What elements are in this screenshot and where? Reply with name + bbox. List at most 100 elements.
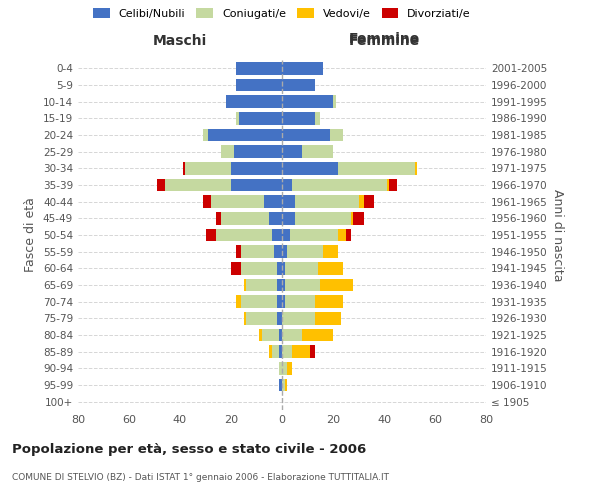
Bar [282,379,284,391]
Bar [280,379,282,391]
Bar [247,312,277,324]
Y-axis label: Fasce di età: Fasce di età [25,198,37,272]
Bar [282,129,331,141]
Bar [274,246,282,258]
Bar [295,196,359,208]
Bar [165,179,231,192]
Bar [284,262,318,274]
Bar [239,112,282,124]
Bar [353,212,364,224]
Bar [236,246,241,258]
Bar [287,362,292,374]
Bar [203,196,211,208]
Bar [282,146,302,158]
Bar [282,112,315,124]
Bar [282,212,295,224]
Bar [259,329,262,341]
Bar [244,279,247,291]
Bar [292,346,310,358]
Bar [157,179,164,192]
Text: Femmine: Femmine [349,34,419,48]
Bar [211,196,264,208]
Bar [364,196,374,208]
Bar [241,296,277,308]
Bar [233,146,282,158]
Bar [264,196,282,208]
Bar [282,179,292,192]
Bar [333,96,335,108]
Bar [208,129,282,141]
Bar [282,312,315,324]
Bar [236,112,239,124]
Bar [226,96,282,108]
Bar [351,212,353,224]
Bar [280,362,282,374]
Bar [185,162,231,174]
Bar [282,346,292,358]
Bar [182,162,185,174]
Bar [269,346,272,358]
Bar [216,212,221,224]
Bar [315,312,341,324]
Bar [280,329,282,341]
Bar [272,346,280,358]
Bar [310,346,315,358]
Bar [346,229,351,241]
Bar [282,79,315,92]
Bar [221,212,269,224]
Bar [331,129,343,141]
Bar [216,229,272,241]
Bar [284,379,287,391]
Bar [292,179,386,192]
Bar [236,296,241,308]
Bar [290,229,338,241]
Bar [295,212,351,224]
Text: Femmine: Femmine [349,32,419,46]
Bar [236,79,282,92]
Bar [277,312,282,324]
Bar [231,179,282,192]
Bar [302,146,333,158]
Bar [282,196,295,208]
Bar [315,296,343,308]
Bar [282,329,302,341]
Text: Maschi: Maschi [153,34,207,48]
Bar [282,162,338,174]
Bar [282,96,333,108]
Bar [231,262,241,274]
Bar [284,296,315,308]
Text: COMUNE DI STELVIO (BZ) - Dati ISTAT 1° gennaio 2006 - Elaborazione TUTTITALIA.IT: COMUNE DI STELVIO (BZ) - Dati ISTAT 1° g… [12,472,389,482]
Bar [415,162,417,174]
Bar [282,362,287,374]
Bar [282,229,290,241]
Bar [241,246,274,258]
Bar [282,279,284,291]
Bar [284,279,320,291]
Bar [241,262,277,274]
Bar [338,162,415,174]
Bar [282,262,284,274]
Bar [277,279,282,291]
Bar [262,329,280,341]
Bar [282,246,287,258]
Bar [203,129,208,141]
Bar [320,279,353,291]
Bar [206,229,216,241]
Bar [282,62,323,74]
Bar [386,179,389,192]
Bar [244,312,247,324]
Bar [236,62,282,74]
Bar [302,329,333,341]
Bar [247,279,277,291]
Bar [272,229,282,241]
Text: Popolazione per età, sesso e stato civile - 2006: Popolazione per età, sesso e stato civil… [12,442,366,456]
Bar [277,296,282,308]
Legend: Celibi/Nubili, Coniugati/e, Vedovi/e, Divorziati/e: Celibi/Nubili, Coniugati/e, Vedovi/e, Di… [93,8,471,19]
Y-axis label: Anni di nascita: Anni di nascita [551,188,564,281]
Bar [231,162,282,174]
Bar [323,246,338,258]
Bar [338,229,346,241]
Bar [318,262,343,274]
Bar [315,112,320,124]
Bar [277,262,282,274]
